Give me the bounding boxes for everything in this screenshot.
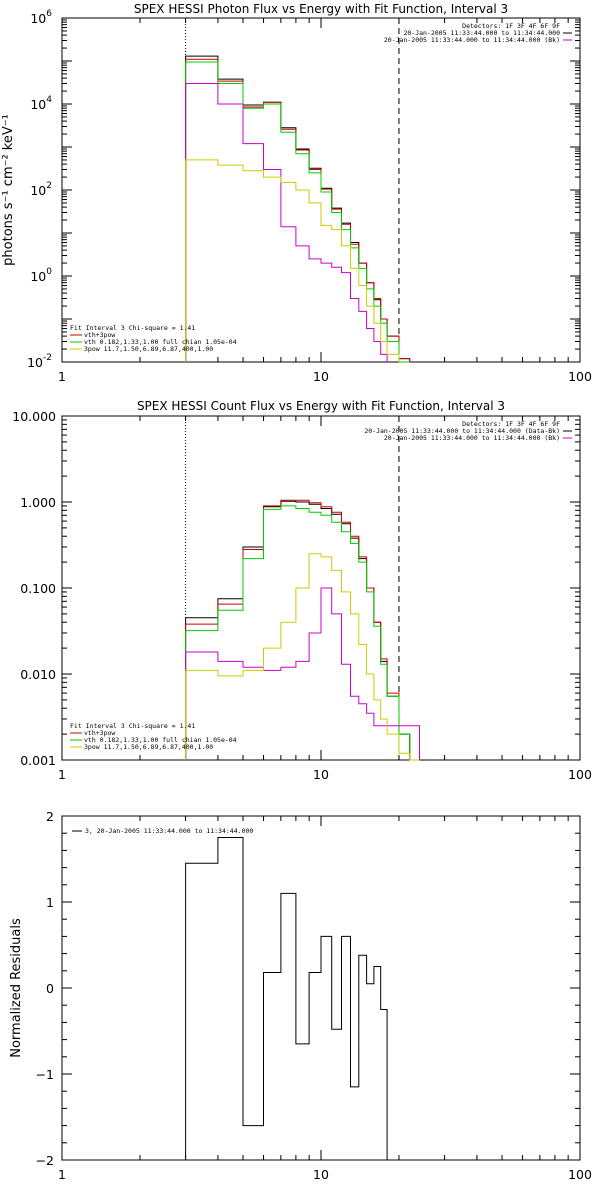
y-tick-label: −2 [36, 1153, 54, 1168]
series-line-5 [185, 159, 400, 362]
legend-top-label: 20-Jan-2005 11:33:44.000 to 11:34:44.000 [403, 29, 560, 37]
x-tick-label: 1 [58, 1167, 66, 1182]
x-tick-label: 10 [313, 369, 329, 384]
legend-top-label: Detectors: 1F 3F 4F 6F 9F [462, 420, 560, 428]
y-tick-exponent: 4 [46, 95, 52, 105]
chart-title: SPEX HESSI Photon Flux vs Energy with Fi… [134, 2, 508, 16]
y-tick-label: −1 [36, 1067, 54, 1082]
x-tick-label: 1 [58, 369, 66, 384]
chart-panel-2: SPEX HESSI Count Flux vs Energy with Fit… [12, 399, 592, 782]
x-tick-label: 100 [568, 767, 592, 782]
series-line-4 [185, 587, 420, 760]
y-tick-label: 1 [46, 895, 54, 910]
y-tick-label: 2 [46, 809, 54, 824]
x-tick-label: 100 [568, 1167, 592, 1182]
legend-bottom-label: vth 0.182,1.33,1.00 full chian 1.05e-04 [84, 736, 237, 744]
y-axis-title: photons s⁻¹ cm⁻² keV⁻¹ [1, 114, 16, 266]
legend-top-label: Detectors: 1F 3F 4F 6F 9F [462, 22, 560, 30]
y-tick-label: 1.000 [20, 495, 56, 510]
legend-bottom-label: 3pow 11.7,1.50,6.89,6.87,400,1.00 [84, 345, 213, 353]
legend-bottom-label: Fit Interval 3 Chi-square = 1.41 [70, 722, 195, 730]
chart-title: SPEX HESSI Count Flux vs Energy with Fit… [137, 399, 505, 413]
x-tick-label: 10 [313, 1167, 329, 1182]
x-tick-label: 1 [58, 767, 66, 782]
y-tick-base: 10 [30, 183, 46, 198]
legend-bottom-label: vth 0.182,1.33,1.00 full chian 1.05e-04 [84, 338, 237, 346]
y-tick-label: 0 [46, 981, 54, 996]
y-tick-label: 0.010 [20, 667, 56, 682]
y-tick-base: 10 [30, 97, 46, 112]
legend-bottom-label: vth+3pow [84, 729, 115, 737]
x-tick-label: 10 [313, 767, 329, 782]
y-tick-exponent: 0 [46, 267, 52, 277]
legend-bottom-label: 3pow 11.7,1.50,6.89,6.87,400,1.00 [84, 743, 213, 751]
series-line-1 [185, 837, 399, 1161]
y-tick-exponent: 2 [46, 181, 52, 191]
y-tick-label: 10-2 [27, 353, 52, 370]
series-line-3 [185, 61, 410, 363]
y-tick-label: 102 [30, 181, 52, 198]
series-line-4 [185, 83, 388, 362]
legend-bottom-label: vth+3pow [84, 331, 115, 339]
y-tick-label: 0.100 [20, 581, 56, 596]
y-tick-label: 10.000 [12, 409, 56, 424]
y-axis-title: Normalized Residuals [9, 918, 24, 1058]
series-line-3 [185, 505, 420, 761]
legend-top-label: 20-Jan-2005 11:33:44.000 to 11:34:44.000… [364, 427, 560, 435]
y-tick-exponent: -2 [43, 353, 52, 363]
legend-bottom-label: Fit Interval 3 Chi-square = 1.41 [70, 324, 195, 332]
y-tick-base: 10 [30, 269, 46, 284]
y-tick-label: 106 [30, 9, 52, 26]
y-tick-base: 10 [27, 355, 43, 370]
series-line-5 [185, 553, 420, 761]
x-tick-label: 100 [568, 369, 592, 384]
y-tick-exponent: 6 [46, 9, 52, 19]
y-tick-label: 104 [30, 95, 52, 112]
legend-top-label: 20-Jan-2005 11:33:44.000 to 11:34:44.000… [384, 434, 560, 442]
legend-top-label: 20-Jan-2005 11:33:44.000 to 11:34:44.000… [384, 36, 560, 44]
y-tick-label: 0.001 [20, 753, 56, 768]
y-tick-base: 10 [30, 11, 46, 26]
series-line-2 [185, 58, 411, 362]
legend-top-label: 3, 20-Jan-2005 11:33:44.000 to 11:34:44.… [85, 827, 253, 835]
y-tick-label: 100 [30, 267, 52, 284]
chart-panel-1: SPEX HESSI Photon Flux vs Energy with Fi… [1, 2, 592, 384]
